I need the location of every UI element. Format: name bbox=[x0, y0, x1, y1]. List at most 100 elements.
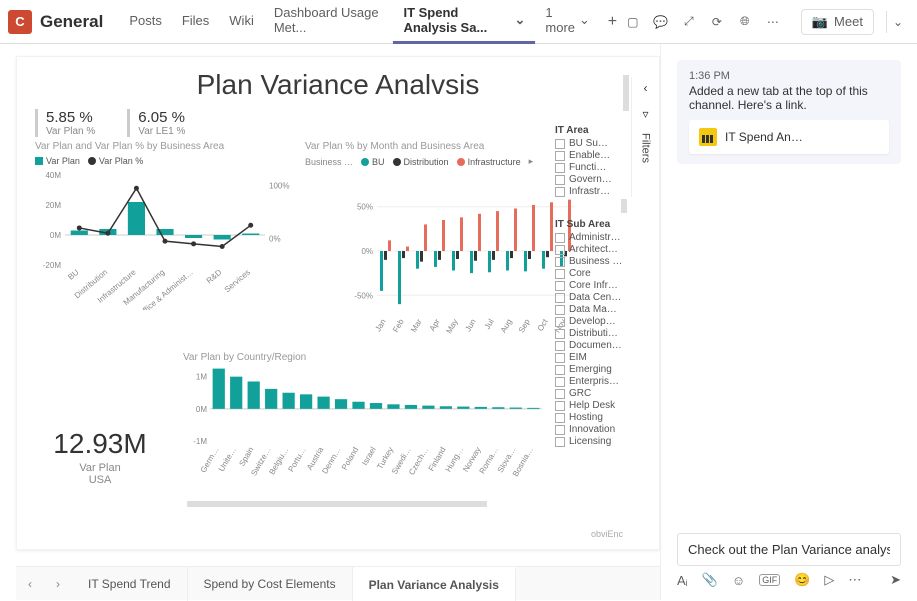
slicer-item[interactable]: Functi… bbox=[555, 162, 627, 173]
kpi-card-varplan[interactable]: 12.93M Var Plan USA bbox=[35, 428, 165, 486]
report-page-tab[interactable]: Plan Variance Analysis bbox=[353, 567, 516, 601]
slicer-label: Innovation bbox=[569, 424, 615, 435]
attach-icon[interactable]: 📎 bbox=[702, 572, 718, 588]
slicer-item[interactable]: Core Infr… bbox=[555, 280, 627, 291]
kpi-label: Var Plan % bbox=[46, 126, 95, 137]
scrollbar[interactable] bbox=[623, 75, 629, 111]
checkbox-icon bbox=[555, 175, 565, 185]
slicer-item[interactable]: Business … bbox=[555, 256, 627, 267]
chart1-title: Var Plan and Var Plan % by Business Area bbox=[35, 141, 295, 152]
header-actions: ▢ 💬 ⤢ ⟳ 🌐︎ ⋯ 📷 Meet ⌄ bbox=[625, 9, 909, 35]
scrollbar[interactable] bbox=[187, 501, 487, 507]
watermark: obviEnc bbox=[591, 529, 623, 539]
chart-varplan-by-country[interactable]: Var Plan by Country/Region 1M0M-1MGerm…U… bbox=[183, 352, 549, 486]
svg-text:Unite…: Unite… bbox=[217, 446, 238, 474]
legend-more-icon[interactable]: ▸ bbox=[529, 156, 534, 167]
meet-dropdown[interactable]: ⌄ bbox=[886, 11, 909, 33]
slicer-item[interactable]: EIM bbox=[555, 352, 627, 363]
kpi-tile[interactable]: 6.05 %Var LE1 % bbox=[127, 109, 185, 137]
slicer-item[interactable]: Enterpris… bbox=[555, 376, 627, 387]
team-avatar[interactable]: C bbox=[8, 10, 32, 34]
slicer-item[interactable]: Administr… bbox=[555, 232, 627, 243]
checkbox-icon bbox=[555, 257, 565, 267]
more-tabs[interactable]: 1 more⌄ bbox=[535, 0, 600, 44]
svg-text:Feb: Feb bbox=[391, 317, 406, 334]
scrollbar[interactable] bbox=[621, 199, 627, 213]
filters-pane-toggle[interactable]: ‹ ▿ Filters bbox=[631, 77, 659, 197]
svg-text:Aug: Aug bbox=[499, 318, 514, 335]
slicer-item[interactable]: Innovation bbox=[555, 424, 627, 435]
chart-varplan-by-area[interactable]: Var Plan and Var Plan % by Business Area… bbox=[35, 141, 295, 344]
meet-button[interactable]: 📷 Meet bbox=[801, 9, 874, 35]
slicer-item[interactable]: GRC bbox=[555, 388, 627, 399]
svg-text:Jun: Jun bbox=[463, 318, 477, 334]
slicer-item[interactable]: Data Cen… bbox=[555, 292, 627, 303]
tab-link-card[interactable]: IT Spend An… bbox=[689, 120, 889, 154]
legend-label: BU bbox=[372, 157, 385, 167]
channel-tab[interactable]: Posts bbox=[119, 0, 172, 44]
expand-icon[interactable]: ⤢ bbox=[681, 14, 697, 30]
report-pane: Plan Variance Analvsis ‹ ▿ Filters 5.85 … bbox=[0, 44, 660, 600]
slicer-item[interactable]: Documen… bbox=[555, 340, 627, 351]
next-page-button[interactable]: › bbox=[44, 577, 72, 591]
globe-icon[interactable]: 🌐︎ bbox=[737, 14, 753, 30]
refresh-icon[interactable]: ⟳ bbox=[709, 14, 725, 30]
report-page-tab[interactable]: IT Spend Trend bbox=[72, 567, 188, 601]
slicer-item[interactable]: Core bbox=[555, 268, 627, 279]
report-page-tab[interactable]: Spend by Cost Elements bbox=[188, 567, 353, 601]
powerbi-icon bbox=[699, 128, 717, 146]
legend-swatch bbox=[457, 158, 465, 166]
channel-name[interactable]: General bbox=[40, 12, 103, 32]
svg-text:50%: 50% bbox=[357, 203, 373, 212]
send-button[interactable]: ➤ bbox=[890, 572, 901, 588]
slicer-item[interactable]: Enable… bbox=[555, 150, 627, 161]
slicer-item[interactable]: Govern… bbox=[555, 174, 627, 185]
more-icon[interactable]: ⋯ bbox=[765, 14, 781, 30]
slicer-label: Licensing bbox=[569, 436, 611, 447]
more-compose-icon[interactable]: ⋯ bbox=[848, 572, 861, 588]
channel-tab[interactable]: Dashboard Usage Met... bbox=[264, 0, 394, 44]
report-page-tabs: ‹ › IT Spend TrendSpend by Cost Elements… bbox=[16, 566, 660, 600]
checkbox-icon bbox=[555, 389, 565, 399]
filters-label: Filters bbox=[640, 133, 652, 163]
slicer-item[interactable]: Help Desk bbox=[555, 400, 627, 411]
emoji-icon[interactable]: ☺ bbox=[732, 573, 745, 588]
slicer-item[interactable]: Data Ma… bbox=[555, 304, 627, 315]
slicer-label: Hosting bbox=[569, 412, 603, 423]
slicer-item[interactable]: Distributi… bbox=[555, 328, 627, 339]
channel-tabs: PostsFilesWikiDashboard Usage Met...IT S… bbox=[119, 0, 625, 44]
add-tab-button[interactable]: + bbox=[600, 13, 625, 31]
slicer-label: Infrastr… bbox=[569, 186, 610, 197]
chat-icon[interactable]: 💬 bbox=[653, 14, 669, 30]
stream-icon[interactable]: ▷ bbox=[824, 572, 834, 588]
slicer-label: Enterpris… bbox=[569, 376, 619, 387]
format-icon[interactable]: Aᵢ bbox=[677, 573, 688, 588]
sticker-icon[interactable]: 😊 bbox=[794, 572, 810, 588]
prev-page-button[interactable]: ‹ bbox=[16, 577, 44, 591]
channel-tab[interactable]: Wiki bbox=[219, 0, 264, 44]
slicer-item[interactable]: Licensing bbox=[555, 436, 627, 447]
channel-header: C General PostsFilesWikiDashboard Usage … bbox=[0, 0, 917, 44]
chevron-down-icon: ⌄ bbox=[515, 12, 526, 28]
kpi-tile[interactable]: 5.85 %Var Plan % bbox=[35, 109, 95, 137]
channel-tab[interactable]: Files bbox=[172, 0, 219, 44]
slicer-item[interactable]: Infrastr… bbox=[555, 186, 627, 197]
svg-text:BU: BU bbox=[66, 268, 80, 282]
slicer-item[interactable]: Develop… bbox=[555, 316, 627, 327]
legend-label: Distribution bbox=[404, 157, 449, 167]
slicer-item[interactable]: Hosting bbox=[555, 412, 627, 423]
slicer-label: Distributi… bbox=[569, 328, 618, 339]
message-input[interactable] bbox=[677, 533, 901, 566]
bignum-value: 12.93M bbox=[35, 428, 165, 460]
tab-settings-icon[interactable]: ▢ bbox=[625, 14, 641, 30]
svg-text:Jul: Jul bbox=[483, 317, 496, 331]
slicer-item[interactable]: Architect… bbox=[555, 244, 627, 255]
channel-tab[interactable]: IT Spend Analysis Sa...⌄ bbox=[393, 0, 535, 44]
kpi-label: Var LE1 % bbox=[138, 126, 185, 137]
checkbox-icon bbox=[555, 341, 565, 351]
svg-text:100%: 100% bbox=[269, 182, 289, 191]
gif-icon[interactable]: GIF bbox=[759, 574, 780, 586]
slicer-item[interactable]: BU Su… bbox=[555, 138, 627, 149]
slicer-item[interactable]: Emerging bbox=[555, 364, 627, 375]
card-label: IT Spend An… bbox=[725, 130, 803, 144]
